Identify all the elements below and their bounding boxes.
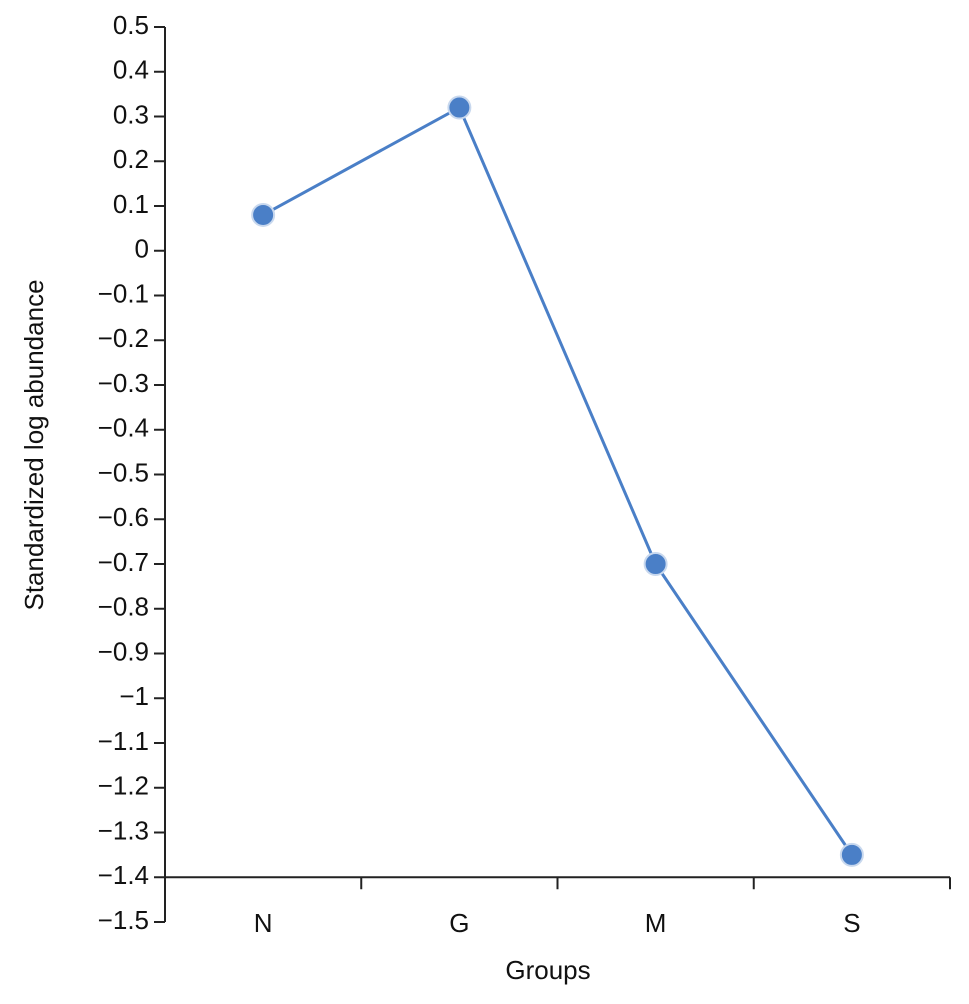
marker (447, 95, 472, 120)
y-tick-label: −0.9 (98, 636, 149, 666)
y-tick-label: 0.1 (113, 189, 149, 219)
y-tick-label: −1.4 (98, 860, 149, 890)
y-tick-label: −0.6 (98, 502, 149, 532)
y-tick-label: 0.3 (113, 99, 149, 129)
x-tick-label: N (254, 908, 273, 938)
x-axis-label: Groups (505, 955, 590, 985)
y-tick-label: −0.3 (98, 368, 149, 398)
y-tick-label: −0.7 (98, 547, 149, 577)
y-tick-label: −1.3 (98, 815, 149, 845)
line (262, 105, 854, 856)
marker (251, 202, 276, 227)
x-tick-label: G (449, 908, 469, 938)
marker (839, 842, 864, 867)
y-tick-label: −1.1 (98, 726, 149, 756)
y-tick-label: 0 (135, 234, 149, 264)
y-tick-label: −0.4 (98, 413, 149, 443)
y-tick-label: −1.2 (98, 771, 149, 801)
y-tick-label: 0.5 (113, 10, 149, 40)
y-tick-label: −0.1 (98, 278, 149, 308)
y-tick-label: −1.5 (98, 905, 149, 935)
y-axis-label: Standardized log abundance (19, 279, 49, 610)
y-tick-label: −0.5 (98, 457, 149, 487)
x-tick-label: S (843, 908, 860, 938)
y-tick-label: −0.2 (98, 323, 149, 353)
y-tick-label: −0.8 (98, 592, 149, 622)
y-tick-label: 0.2 (113, 144, 149, 174)
marker (643, 552, 668, 576)
y-tick-label: −1 (119, 681, 149, 711)
x-tick-label: M (645, 908, 667, 938)
y-tick-label: 0.4 (113, 55, 149, 85)
